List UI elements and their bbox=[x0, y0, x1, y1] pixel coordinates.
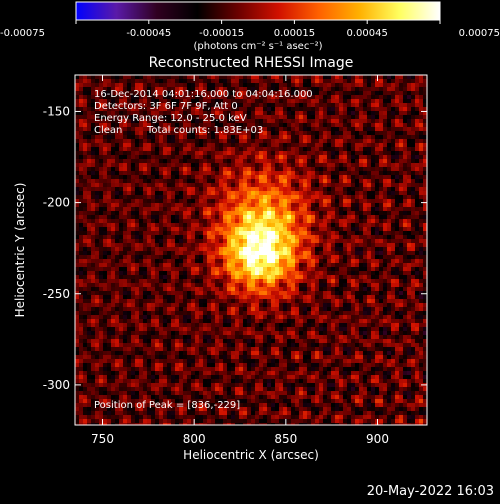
colorbar-tick-label: 0.00075 bbox=[459, 28, 500, 39]
colorbar-tick-label: -0.00015 bbox=[199, 28, 244, 39]
colorbar-tick-label: 0.00045 bbox=[347, 28, 388, 39]
annotation-peak-position: Position of Peak = [836,-229] bbox=[94, 400, 240, 411]
x-tick-label: 850 bbox=[274, 432, 297, 446]
x-tick-label: 800 bbox=[183, 432, 206, 446]
y-tick-label: -250 bbox=[43, 287, 70, 301]
colorbar-ticks: -0.00075 -0.00045 -0.00015 0.00015 0.00045 0.… bbox=[0, 20, 500, 39]
y-tick-label: -200 bbox=[43, 196, 70, 210]
chart-title: Reconstructed RHESSI Image bbox=[149, 55, 354, 71]
annotation-method: Clean bbox=[94, 125, 122, 136]
x-axis-label: Heliocentric X (arcsec) bbox=[183, 448, 319, 462]
annotation-total-counts: Total counts: 1.83E+03 bbox=[146, 125, 263, 136]
colorbar-tick-label: -0.00075 bbox=[0, 28, 45, 39]
annotation-detectors: Detectors: 3F 6F 7F 9F, Att 0 bbox=[94, 101, 238, 112]
colorbar-tick-label: -0.00045 bbox=[126, 28, 171, 39]
y-tick-label: -150 bbox=[43, 104, 70, 118]
colorbar bbox=[76, 2, 440, 20]
colorbar-tick-label: 0.00015 bbox=[274, 28, 315, 39]
annotation-time-range: 16-Dec-2014 04:01:16.000 to 04:04:16.000 bbox=[94, 89, 313, 100]
footer-date: 20-May-2022 16:03 bbox=[367, 484, 494, 499]
y-axis-label: Heliocentric Y (arcsec) bbox=[13, 183, 27, 318]
annotation-energy-range: Energy Range: 12.0 - 25.0 keV bbox=[94, 113, 247, 124]
x-tick-label: 900 bbox=[366, 432, 389, 446]
y-tick-label: -300 bbox=[43, 378, 70, 392]
colorbar-unit-label: (photons cm⁻² s⁻¹ asec⁻²) bbox=[193, 41, 322, 52]
x-tick-label: 750 bbox=[91, 432, 114, 446]
